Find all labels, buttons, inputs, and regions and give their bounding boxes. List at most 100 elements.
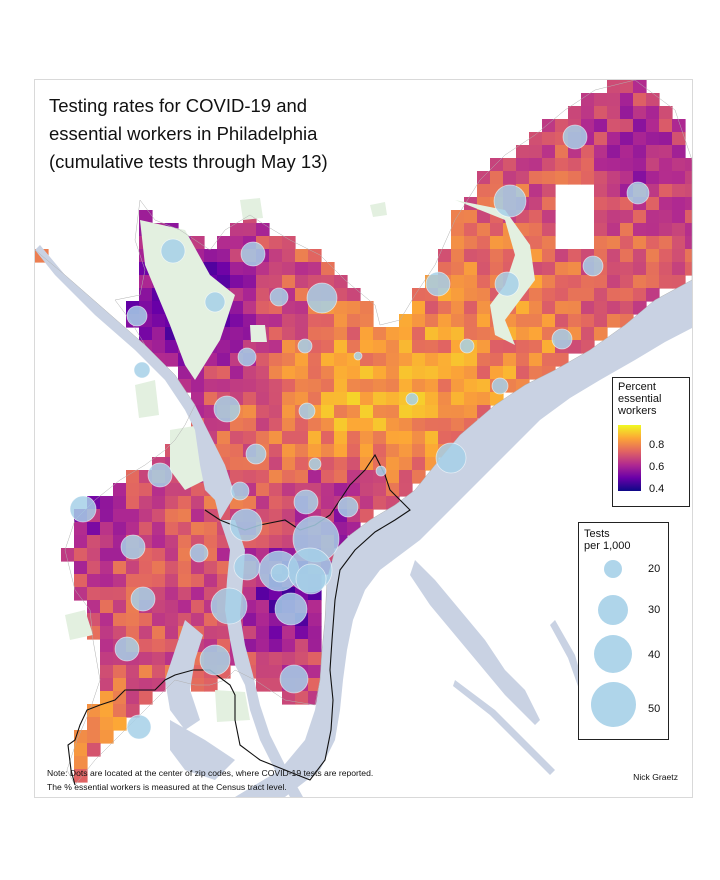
census-tract: [529, 197, 543, 211]
census-tract: [204, 522, 218, 536]
census-tract: [282, 301, 296, 315]
census-tract: [542, 314, 556, 328]
census-tract: [165, 639, 179, 653]
census-tract: [581, 145, 595, 159]
census-tract: [477, 366, 491, 380]
census-tract: [529, 223, 543, 237]
census-tract: [282, 262, 296, 276]
census-tract: [256, 652, 270, 666]
census-tract: [659, 132, 673, 146]
census-tract: [646, 262, 660, 276]
census-tract: [347, 457, 361, 471]
census-tract: [321, 496, 335, 510]
census-tract: [113, 483, 127, 497]
census-tract: [256, 301, 270, 315]
census-tract: [464, 249, 478, 263]
census-tract: [542, 262, 556, 276]
census-tract: [386, 418, 400, 432]
legend-tests-per-1000: Tests per 1,000 20 30 40 50: [578, 522, 669, 740]
legend-tick-0-8: 0.8: [649, 439, 665, 451]
census-tract: [464, 379, 478, 393]
census-tract: [620, 106, 634, 120]
census-tract: [516, 327, 530, 341]
cobbs-creek-park: [65, 610, 93, 640]
census-tract: [386, 483, 400, 497]
census-tract: [425, 301, 439, 315]
census-tract: [555, 145, 569, 159]
census-tract: [360, 366, 374, 380]
census-tract: [61, 548, 75, 562]
census-tract: [152, 587, 166, 601]
census-tract: [347, 405, 361, 419]
census-tract: [529, 236, 543, 250]
census-tract: [282, 470, 296, 484]
census-tract: [165, 535, 179, 549]
census-tract: [399, 327, 413, 341]
census-tract: [178, 496, 192, 510]
census-tract: [464, 366, 478, 380]
census-tract: [386, 366, 400, 380]
nj-creek-2: [453, 680, 555, 775]
census-tract: [451, 405, 465, 419]
census-tract: [334, 288, 348, 302]
census-tract: [334, 483, 348, 497]
census-tract: [321, 262, 335, 276]
title-line-2: essential workers in Philadelphia: [49, 123, 318, 144]
census-tract: [308, 639, 322, 653]
census-tract: [152, 561, 166, 575]
census-tract: [620, 132, 634, 146]
census-tract: [165, 613, 179, 627]
census-tract: [113, 613, 127, 627]
census-tract: [529, 132, 543, 146]
census-tract: [321, 340, 335, 354]
schuylkill-lower: [220, 520, 303, 797]
census-tract: [477, 223, 491, 237]
census-tract: [464, 262, 478, 276]
census-tract: [191, 483, 205, 497]
census-tract: [139, 678, 153, 692]
census-tract: [451, 301, 465, 315]
census-tract: [399, 405, 413, 419]
census-tract: [451, 288, 465, 302]
legend-essential-title-line-3: workers: [618, 405, 657, 417]
census-tract: [230, 444, 244, 458]
census-tract: [100, 587, 114, 601]
census-tract: [542, 340, 556, 354]
census-tract: [126, 496, 140, 510]
census-tract: [373, 496, 387, 510]
census-tract: [269, 457, 283, 471]
census-tract: [204, 392, 218, 406]
census-tract: [295, 275, 309, 289]
test-rate-dot: [491, 377, 509, 395]
census-tract: [451, 353, 465, 367]
census-tract: [347, 470, 361, 484]
census-tract: [204, 249, 218, 263]
census-tract: [542, 171, 556, 185]
census-tract: [269, 314, 283, 328]
census-tract: [152, 613, 166, 627]
census-tract: [529, 301, 543, 315]
test-rate-dot: [353, 351, 363, 361]
census-tract: [87, 717, 101, 731]
census-tract: [529, 288, 543, 302]
census-tract: [529, 171, 543, 185]
census-tract: [269, 496, 283, 510]
legend-essential-workers: Percent essential workers 0.8 0.6 0.4: [612, 377, 690, 507]
census-tract: [568, 275, 582, 289]
census-tract: [256, 314, 270, 328]
test-rate-dot: [114, 636, 140, 662]
census-tract: [594, 301, 608, 315]
census-tract: [672, 119, 686, 133]
census-tract: [633, 288, 647, 302]
census-tract: [230, 431, 244, 445]
census-tract: [620, 236, 634, 250]
census-tract: [412, 288, 426, 302]
census-tract: [646, 197, 660, 211]
census-tract: [464, 210, 478, 224]
census-tract: [477, 353, 491, 367]
census-tract: [607, 314, 621, 328]
census-tract: [594, 197, 608, 211]
census-tract: [282, 353, 296, 367]
census-tract: [490, 262, 504, 276]
census-tract: [100, 717, 114, 731]
